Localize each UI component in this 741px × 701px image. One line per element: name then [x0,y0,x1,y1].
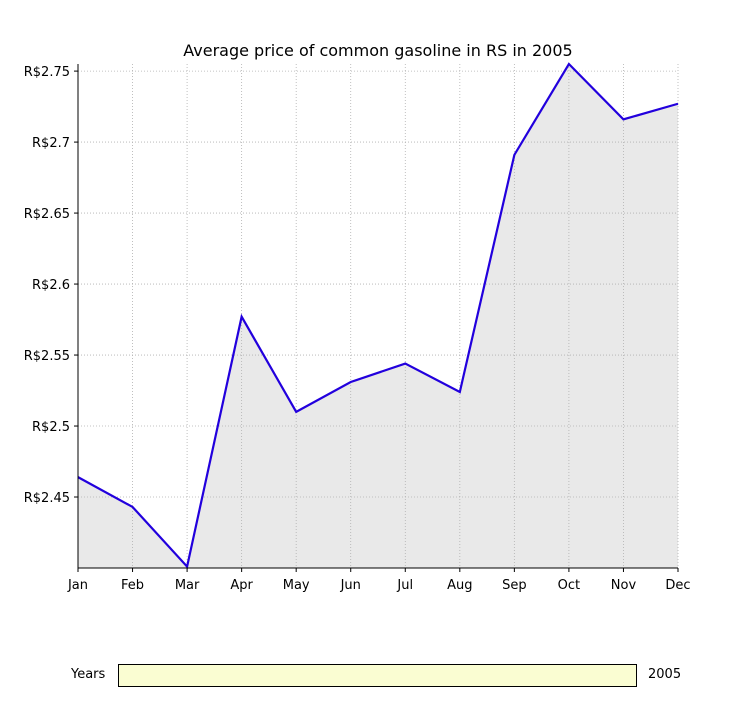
y-tick-label: R$2.5 [32,420,70,435]
years-slider[interactable] [118,664,637,687]
y-tick-label: R$2.75 [24,65,70,80]
x-tick-label: Aug [447,578,472,593]
slider-label: Years [71,667,106,682]
area-fill [78,64,678,568]
x-tick-label: Sep [502,578,527,593]
x-tick-label: Dec [665,578,690,593]
x-tick-label: Feb [121,578,144,593]
x-tick-label: Jun [340,578,361,593]
x-tick-label: May [283,578,310,593]
x-tick-label: Jul [396,578,413,593]
chart-title: Average price of common gasoline in RS i… [183,41,572,60]
y-tick-label: R$2.7 [32,136,70,151]
y-tick-label: R$2.65 [24,207,70,222]
x-tick-label: Nov [611,578,637,593]
x-tick-label: Oct [558,578,580,593]
slider-value: 2005 [648,667,682,682]
y-tick-label: R$2.55 [24,349,70,364]
series-line [77,62,679,569]
y-tick-label: R$2.6 [32,278,70,293]
x-tick-label: Jan [67,578,88,593]
y-tick-label: R$2.45 [24,491,70,506]
x-tick-label: Mar [175,578,200,593]
x-tick-label: Apr [230,578,253,593]
